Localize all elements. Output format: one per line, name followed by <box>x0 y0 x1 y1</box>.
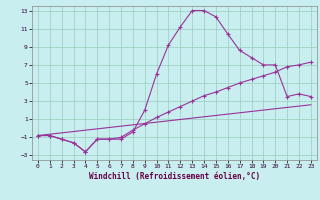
X-axis label: Windchill (Refroidissement éolien,°C): Windchill (Refroidissement éolien,°C) <box>89 172 260 181</box>
